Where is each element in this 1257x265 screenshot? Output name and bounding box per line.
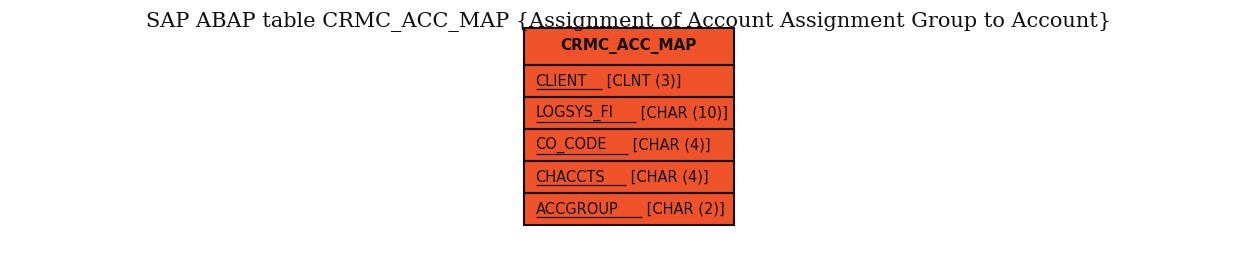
- Text: [CHAR (2)]: [CHAR (2)]: [642, 201, 725, 217]
- FancyBboxPatch shape: [523, 193, 734, 225]
- Text: [CHAR (4)]: [CHAR (4)]: [627, 138, 710, 152]
- Text: CLIENT: CLIENT: [535, 73, 587, 89]
- FancyBboxPatch shape: [523, 65, 734, 97]
- Text: CO_CODE: CO_CODE: [535, 137, 607, 153]
- Text: [CHAR (10)]: [CHAR (10)]: [636, 105, 728, 121]
- FancyBboxPatch shape: [523, 129, 734, 161]
- FancyBboxPatch shape: [523, 161, 734, 193]
- Text: CRMC_ACC_MAP: CRMC_ACC_MAP: [561, 38, 696, 55]
- Text: [CLNT (3)]: [CLNT (3)]: [602, 73, 681, 89]
- Text: [CHAR (4)]: [CHAR (4)]: [626, 170, 708, 184]
- Text: ACCGROUP: ACCGROUP: [535, 201, 618, 217]
- Text: CHACCTS: CHACCTS: [535, 170, 606, 184]
- Text: SAP ABAP table CRMC_ACC_MAP {Assignment of Account Assignment Group to Account}: SAP ABAP table CRMC_ACC_MAP {Assignment …: [146, 12, 1111, 32]
- FancyBboxPatch shape: [523, 28, 734, 65]
- FancyBboxPatch shape: [523, 97, 734, 129]
- Text: LOGSYS_FI: LOGSYS_FI: [535, 105, 613, 121]
